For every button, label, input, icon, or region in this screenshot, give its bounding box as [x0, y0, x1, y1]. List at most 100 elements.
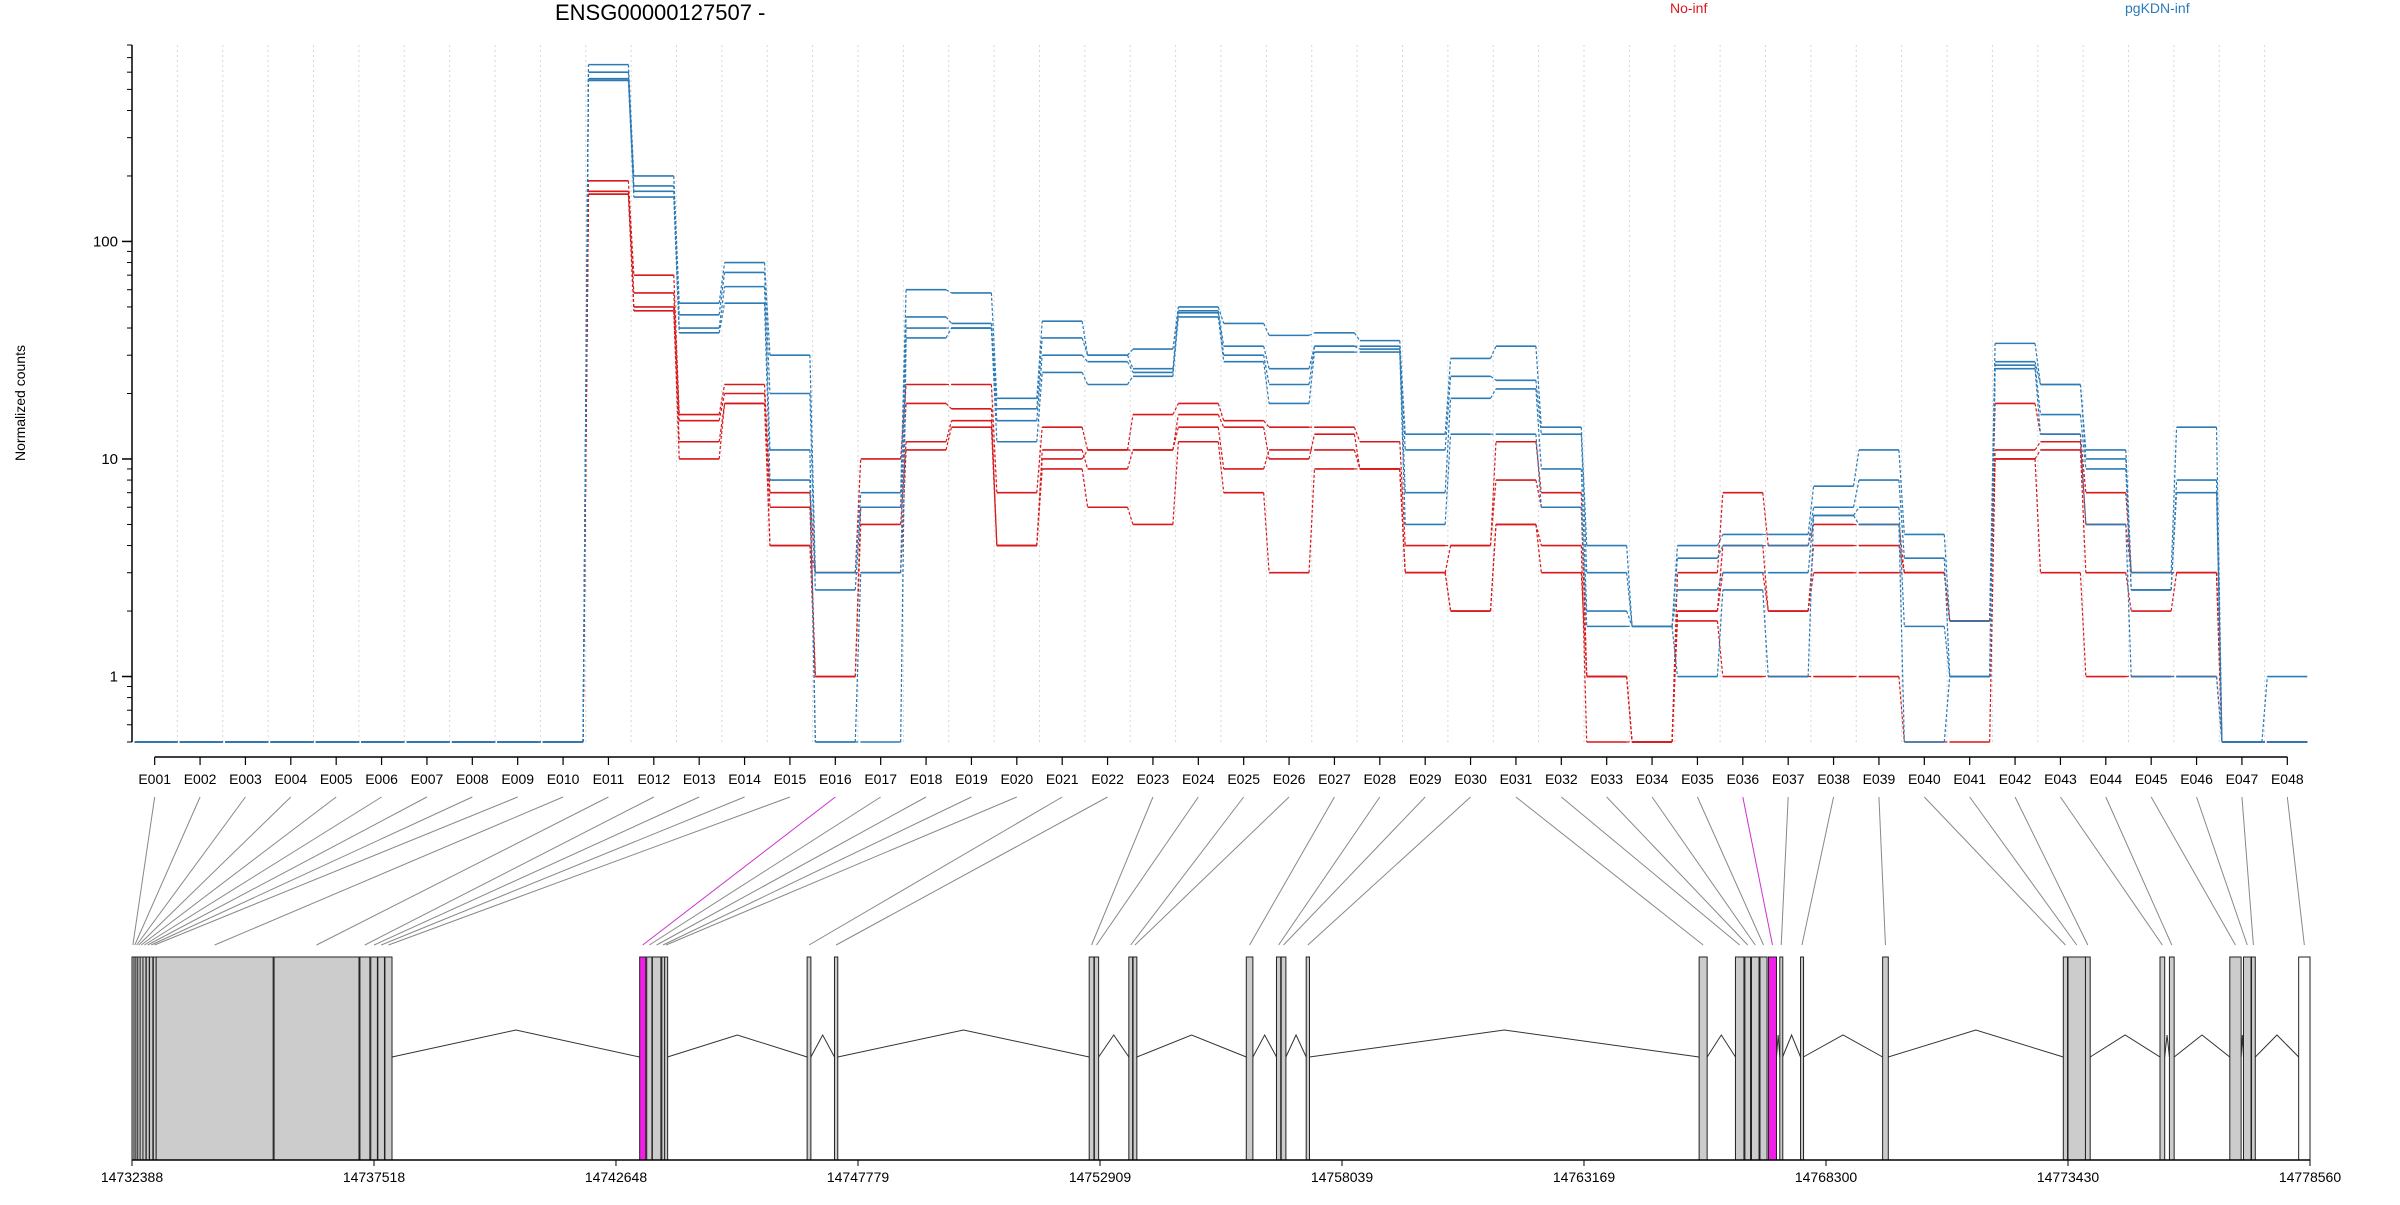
- x-tick-label: E048: [2271, 771, 2304, 787]
- series-step: [1490, 388, 1497, 399]
- series-step: [1626, 572, 1633, 627]
- series-step: [1444, 376, 1452, 451]
- series-step: [1399, 441, 1406, 546]
- series-step: [1081, 321, 1089, 356]
- series-lines: [134, 63, 2308, 743]
- series-step: [1353, 449, 1361, 470]
- exon-connector: [662, 796, 972, 946]
- exon-box: [2062, 956, 2069, 1161]
- series-step: [718, 262, 726, 304]
- series-step: [2170, 427, 2178, 573]
- exon-connector: [1780, 796, 1789, 946]
- series-step: [1126, 449, 1134, 470]
- exon-connector: [665, 796, 1018, 946]
- exon-box: [1750, 956, 1760, 1161]
- series-step: [2034, 458, 2042, 573]
- series-step: [1490, 375, 1497, 381]
- series-step: [763, 262, 771, 356]
- x-tick-label: E035: [1681, 771, 1714, 787]
- series-step: [627, 194, 635, 311]
- series-step: [1353, 332, 1361, 341]
- legend-pgkdn-inf: pgKDN-inf: [2125, 0, 2190, 16]
- series-step: [1716, 620, 1724, 677]
- series-step: [2034, 361, 2042, 385]
- intron-line: [2254, 1034, 2300, 1058]
- exon-connector: [154, 796, 518, 946]
- series-step: [809, 355, 816, 573]
- series-step: [2079, 449, 2087, 573]
- series-step: [1217, 427, 1225, 470]
- exon-box: [2251, 956, 2256, 1161]
- series-step: [1762, 589, 1769, 677]
- series-step: [1762, 545, 1769, 612]
- series-step: [1762, 492, 1769, 546]
- series-pgkdn-inf-8: [134, 79, 2308, 743]
- genomic-axis: 14732388 14737518 14742648 14747779 14752909…: [101, 1159, 2341, 1185]
- x-tick-label: E042: [1999, 771, 2032, 787]
- exon-connector: [1091, 796, 1154, 946]
- series-step: [1126, 361, 1134, 373]
- series-step: [1807, 515, 1815, 677]
- series-step: [1853, 515, 1860, 525]
- series-step: [1081, 468, 1089, 508]
- series-step: [1308, 468, 1316, 573]
- exon-connector: [2105, 796, 2173, 946]
- series-step: [1036, 427, 1043, 493]
- intron-line: [1309, 1029, 1700, 1058]
- exon-box: [2229, 956, 2242, 1161]
- exon-box: [2067, 956, 2086, 1161]
- exon-box: [1280, 956, 1287, 1161]
- genomic-tick-label: 14752909: [1069, 1169, 1132, 1185]
- x-tick-label: E030: [1454, 771, 1487, 787]
- series-step: [1172, 427, 1179, 451]
- exon-connector: [808, 796, 1063, 946]
- exon-box: [370, 956, 378, 1161]
- x-tick-label: E023: [1137, 771, 1170, 787]
- exon-box: [2298, 956, 2311, 1161]
- series-step: [1308, 346, 1316, 385]
- x-tick-label: E040: [1908, 771, 1941, 787]
- series-step: [1444, 572, 1452, 612]
- exon-connector-lines: [132, 796, 2305, 946]
- series-step: [673, 197, 680, 333]
- exon-connector: [316, 796, 609, 946]
- series-step: [718, 272, 726, 315]
- series-step: [2079, 414, 2087, 469]
- series-step: [1489, 524, 1497, 612]
- x-tick-label: E024: [1182, 771, 1215, 787]
- series-step: [673, 275, 680, 415]
- series-step: [1898, 676, 1905, 743]
- x-tick-label: E002: [184, 771, 217, 787]
- exon-box: [806, 956, 812, 1161]
- x-tick-label: E020: [1000, 771, 1033, 787]
- exon-connector: [388, 796, 791, 946]
- exon-connector: [1923, 796, 2066, 946]
- intron-line: [1706, 1034, 1736, 1058]
- exon-box: [651, 956, 662, 1161]
- series-step: [1716, 534, 1724, 546]
- x-tick-label: E032: [1545, 771, 1578, 787]
- x-tick-label: E009: [501, 771, 534, 787]
- exon-connector: [1130, 796, 1245, 946]
- intron-line: [1888, 1029, 2064, 1058]
- exon-connector: [136, 796, 246, 946]
- series-step: [1943, 676, 1951, 743]
- series-step: [1489, 345, 1497, 359]
- intron-line: [1252, 1033, 1277, 1058]
- exon-connector: [642, 796, 836, 946]
- series-step: [1353, 434, 1361, 470]
- exon-box: [1779, 956, 1784, 1161]
- x-tick-label: E016: [819, 771, 852, 787]
- series-step: [1807, 572, 1815, 612]
- series-step: [2034, 365, 2042, 415]
- intron-line: [391, 1029, 640, 1058]
- series-step: [1036, 468, 1043, 546]
- x-tick-label: E047: [2226, 771, 2259, 787]
- x-tick-label: E043: [2044, 771, 2077, 787]
- series-step: [809, 480, 816, 743]
- series-step: [990, 384, 998, 493]
- exon-connector: [364, 796, 655, 946]
- series-step: [2034, 441, 2041, 451]
- x-tick-label: E003: [229, 771, 262, 787]
- series-step: [1989, 368, 1996, 677]
